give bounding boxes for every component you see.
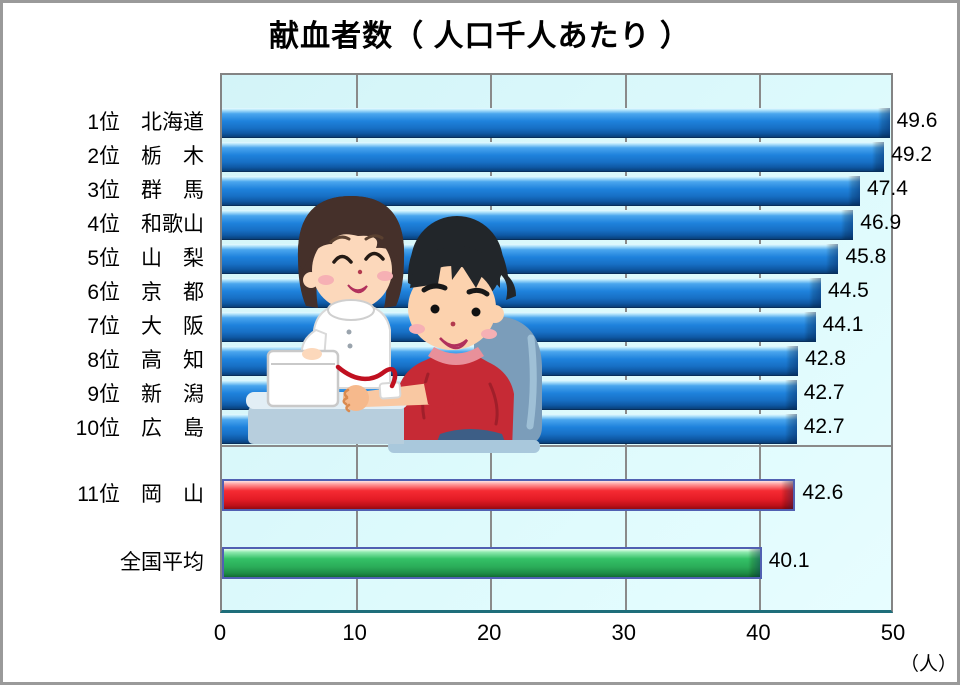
x-tick-label-50: 50 xyxy=(880,620,906,645)
category-separator-line xyxy=(222,445,891,447)
bar-rank-2 xyxy=(222,142,885,172)
x-tick-label-40: 40 xyxy=(746,620,771,645)
x-tick-label-10: 10 xyxy=(342,620,367,645)
bar-rank-1 xyxy=(222,108,890,138)
bar-rank-12 xyxy=(222,547,762,579)
value-label: 40.1 xyxy=(768,549,810,572)
value-label: 45.8 xyxy=(845,245,887,268)
value-label: 46.9 xyxy=(860,211,902,234)
category-label: 9位 新 潟 xyxy=(87,383,204,406)
value-label: 42.7 xyxy=(803,381,845,404)
category-label: 11位 岡 山 xyxy=(77,483,204,506)
value-label: 42.7 xyxy=(803,415,845,438)
category-label: 4位 和歌山 xyxy=(87,213,204,236)
category-label: 10位 広 島 xyxy=(75,417,204,440)
value-label: 42.6 xyxy=(802,481,844,504)
gridline-x-30 xyxy=(624,75,627,610)
x-tick-label-30: 30 xyxy=(611,620,637,645)
bar-rank-5 xyxy=(222,244,839,274)
category-label: 8位 高 知 xyxy=(87,349,204,372)
bar-rank-7 xyxy=(222,312,816,342)
category-label: 3位 群 馬 xyxy=(87,179,204,202)
plot-area xyxy=(220,73,893,613)
bar-rank-10 xyxy=(222,414,797,444)
x-axis-unit-label: （人） xyxy=(900,654,958,675)
category-label: 5位 山 梨 xyxy=(87,247,204,270)
bar-rank-9 xyxy=(222,380,797,410)
value-label: 42.8 xyxy=(805,347,846,370)
bar-rank-8 xyxy=(222,346,799,376)
value-label: 44.1 xyxy=(822,313,864,336)
x-tick-label-0: 0 xyxy=(213,620,227,645)
bar-rank-11 xyxy=(222,479,796,511)
category-label: 1位 北海道 xyxy=(87,111,204,134)
value-label: 44.5 xyxy=(827,279,869,302)
bar-rank-4 xyxy=(222,210,854,240)
x-tick-label-20: 20 xyxy=(476,620,502,645)
value-label: 49.6 xyxy=(896,109,938,132)
bar-rank-6 xyxy=(222,278,821,308)
chart-title: 献血者数（ 人口千人あたり ） xyxy=(269,20,691,53)
value-label: 47.4 xyxy=(867,177,908,200)
value-label: 49.2 xyxy=(891,143,933,166)
category-label: 7位 大 阪 xyxy=(87,315,204,338)
category-label: 全国平均 xyxy=(120,551,204,574)
gridline-x-40 xyxy=(759,75,762,610)
category-label: 6位 京 都 xyxy=(87,281,204,304)
bar-rank-3 xyxy=(222,176,860,206)
category-label: 2位 栃 木 xyxy=(87,145,204,168)
